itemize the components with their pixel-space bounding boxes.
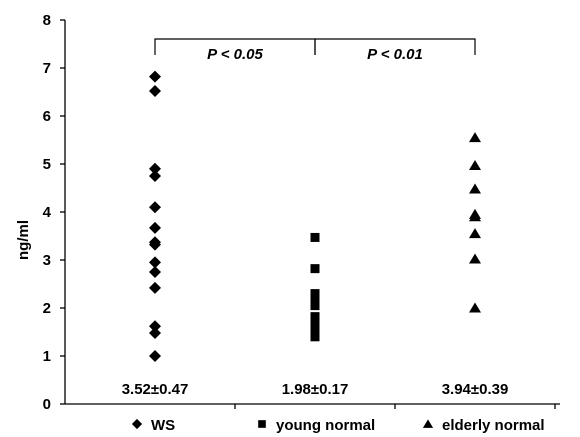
y-tick-label: 7 [43,60,51,77]
data-point [149,256,161,269]
data-point [149,70,161,83]
group-summary-label: 1.98±0.17 [282,381,349,398]
legend-marker [258,420,266,428]
data-point [149,320,161,333]
data-point [149,350,161,362]
data-points [149,70,481,362]
y-tick-label: 8 [43,12,51,29]
data-point [469,302,481,313]
y-tick-label: 1 [43,348,51,365]
significance-label: P < 0.05 [207,46,263,63]
y-axis-label: ng/ml [15,220,32,260]
group-summary-label: 3.52±0.47 [122,381,189,398]
data-point [469,211,481,222]
data-point [149,162,161,175]
significance-brackets: P < 0.05 P < 0.01 [154,38,476,63]
data-point [310,289,320,299]
legend-marker [131,418,143,430]
data-point [310,232,320,242]
data-point [149,201,161,214]
group-summaries: 3.52±0.47 1.98±0.17 3.94±0.39 [122,381,509,398]
y-tick-label: 2 [43,300,51,317]
p-symbol: P [367,46,378,63]
data-point [310,312,320,322]
data-point [310,332,320,342]
data-point [469,132,481,143]
p-threshold: < 0.05 [217,46,264,63]
data-point [310,293,320,303]
y-tick-label: 5 [43,156,51,173]
data-point [310,301,320,311]
data-point [469,253,481,264]
data-point [149,85,161,98]
legend-label: WS [151,417,175,434]
data-point [149,266,161,278]
significance-bracket [314,38,476,55]
axes [64,20,560,405]
data-point [469,183,481,194]
legend: WS young normal elderly normal [131,417,545,434]
data-point [310,264,320,274]
legend-label: elderly normal [442,417,545,434]
data-point [149,281,161,294]
data-point [149,326,161,339]
y-tick-group: 0 1 2 3 4 5 6 7 8 [43,12,556,413]
data-point [310,316,320,326]
p-threshold: < 0.01 [377,46,423,63]
data-point [149,221,161,234]
data-point [469,228,481,239]
data-point [310,322,320,332]
p-symbol: P [207,46,218,63]
y-tick-label: 0 [43,396,51,413]
legend-marker [422,419,434,428]
data-point [149,170,161,182]
legend-label: young normal [276,417,375,434]
data-point [310,327,320,337]
data-point [149,238,161,251]
group-summary-label: 3.94±0.39 [442,381,509,398]
y-tick-label: 6 [43,108,51,125]
significance-label: P < 0.01 [367,46,423,63]
y-tick-label: 3 [43,252,51,269]
y-tick-label: 4 [43,204,52,221]
data-point [469,159,481,170]
